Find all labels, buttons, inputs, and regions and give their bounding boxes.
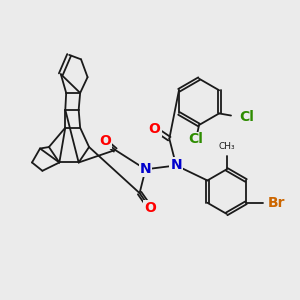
Text: N: N xyxy=(140,162,152,176)
Text: CH₃: CH₃ xyxy=(218,142,235,152)
Text: O: O xyxy=(144,201,156,215)
Text: Br: Br xyxy=(268,196,285,210)
Text: N: N xyxy=(170,158,182,172)
Text: O: O xyxy=(99,134,111,148)
Text: Cl: Cl xyxy=(239,110,254,124)
Text: Cl: Cl xyxy=(189,132,203,146)
Text: O: O xyxy=(148,122,160,136)
